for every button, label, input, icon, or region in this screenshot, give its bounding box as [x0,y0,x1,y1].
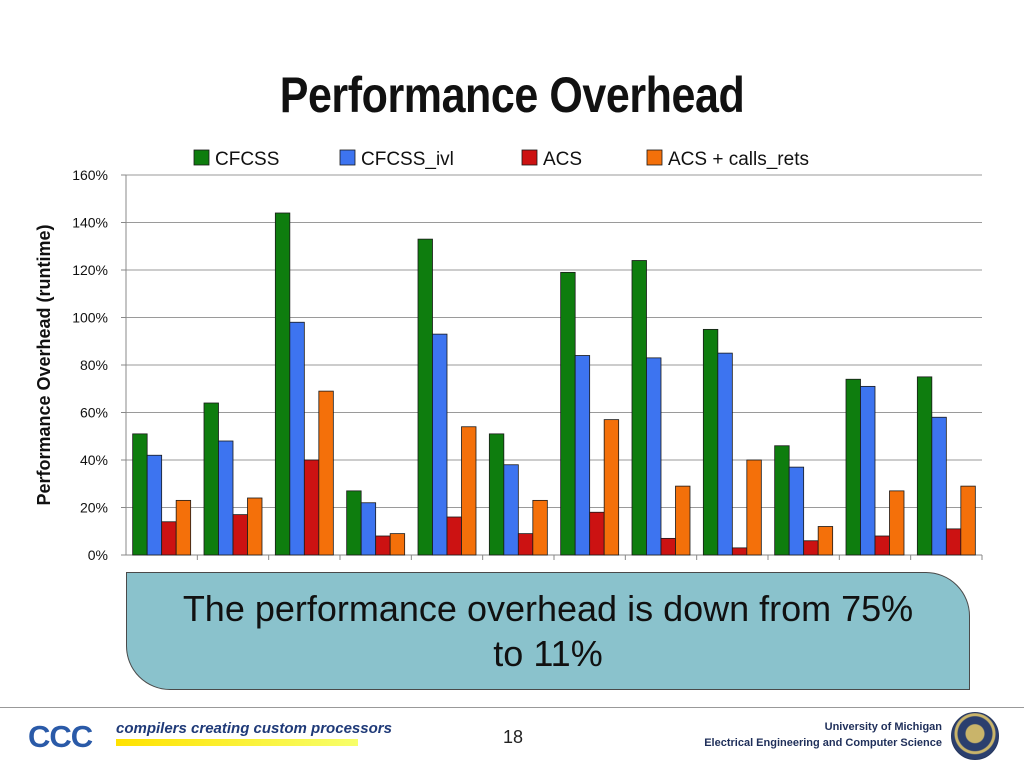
bar-acs-calls-rets-9 [746,459,762,556]
legend-swatch [339,149,356,166]
bar-acs-9 [731,547,748,556]
university-seal-icon [951,712,999,760]
bar-acs-calls-rets-11 [889,490,905,556]
bar-acs-calls-rets-8 [675,485,691,556]
bar-acs-calls-rets-6 [532,499,548,556]
callout-text: The performance overhead is down from 75… [182,588,914,674]
y-tick-label: 0% [88,547,108,563]
chart-bars [132,212,976,556]
bar-acs-calls-rets-1 [175,499,192,556]
legend-item: CFCSS_ivl [339,149,454,170]
bar-cfcss-ivl-3 [289,321,305,556]
bar-cfcss-ivl-5 [432,333,448,556]
bar-cfcss-ivl-9 [717,352,733,556]
chart-axes [121,174,983,560]
university-name: University of Michigan [824,721,942,733]
bar-acs-4 [375,535,391,556]
bar-acs-calls-rets-12 [960,485,976,556]
bar-cfcss-1 [132,433,148,556]
bar-cfcss-ivl-2 [218,440,234,556]
bar-acs-calls-rets-10 [817,526,834,556]
bar-cfcss-12 [916,376,933,556]
legend-label: CFCSS [215,149,279,170]
legend-item: CFCSS [193,149,279,170]
y-tick-label: 160% [72,167,108,183]
bar-cfcss-ivl-10 [788,466,805,556]
tagline-underline [116,739,358,746]
bar-acs-8 [660,537,676,556]
bar-acs-6 [517,533,534,556]
y-axis-label: Performance Overhead (runtime) [34,224,54,505]
bar-acs-3 [303,459,320,556]
y-tick-label: 80% [80,357,108,373]
legend-item: ACS + calls_rets [646,149,809,170]
tagline: compilers creating custom processors [116,720,392,737]
y-tick-label: 100% [72,310,108,326]
bar-cfcss-ivl-6 [503,464,519,556]
bar-acs-calls-rets-5 [461,426,477,556]
legend-item: ACS [521,149,582,170]
footer-divider [0,707,1024,708]
bar-acs-7 [589,511,605,556]
chart-gridlines [126,174,982,508]
y-tick-labels: 0% 20% 40% 60% 80% 100% 120% 140% 160% [72,167,108,563]
bar-cfcss-6 [488,433,505,556]
y-tick-label: 140% [72,215,108,231]
bar-chart: 0%20%40%60%80%100%120%140%160% CFCSS CFCS… [34,149,983,563]
bar-acs-calls-rets-7 [603,419,620,556]
legend-label: ACS + calls_rets [668,149,809,170]
page-number: 18 [502,727,524,747]
bar-cfcss-ivl-1 [146,454,163,556]
bar-acs-2 [232,514,248,556]
bar-cfcss-2 [203,402,219,556]
bar-cfcss-ivl-8 [646,357,662,556]
legend-swatch [646,149,663,166]
bar-acs-12 [945,528,962,556]
department-name: Electrical Engineering and Computer Scie… [704,737,942,749]
y-tick-label: 120% [72,262,108,278]
legend-swatch [521,149,538,166]
bar-cfcss-9 [702,328,719,556]
bar-cfcss-4 [346,490,362,556]
chart-legend: CFCSS CFCSS_ivl ACS ACS + calls_rets [193,149,809,170]
bar-acs-calls-rets-3 [318,390,334,556]
slide-title: Performance Overhead [279,67,745,123]
bar-cfcss-ivl-4 [360,502,377,556]
bar-cfcss-ivl-12 [931,416,947,556]
bar-cfcss-ivl-11 [860,385,876,556]
legend-label: ACS [543,149,582,170]
bar-cfcss-7 [560,271,576,556]
ccc-logo: CCC [28,719,93,754]
y-tick-label: 60% [80,405,108,421]
bar-cfcss-5 [417,238,433,556]
bar-acs-1 [161,521,177,556]
bar-cfcss-ivl-7 [574,355,591,556]
legend-swatch [193,149,210,166]
callout-box: The performance overhead is down from 75… [126,572,970,690]
y-tick-label: 20% [80,500,108,516]
legend-label: CFCSS_ivl [361,149,454,170]
bar-cfcss-10 [774,445,790,556]
bar-acs-5 [446,516,462,556]
bar-acs-calls-rets-4 [389,533,406,556]
bar-acs-11 [874,535,890,556]
bar-acs-calls-rets-2 [247,497,263,556]
bar-cfcss-8 [631,260,647,556]
bar-cfcss-3 [274,212,291,556]
bar-acs-10 [803,540,819,556]
y-tick-label: 40% [80,452,108,468]
bar-cfcss-11 [845,378,861,556]
